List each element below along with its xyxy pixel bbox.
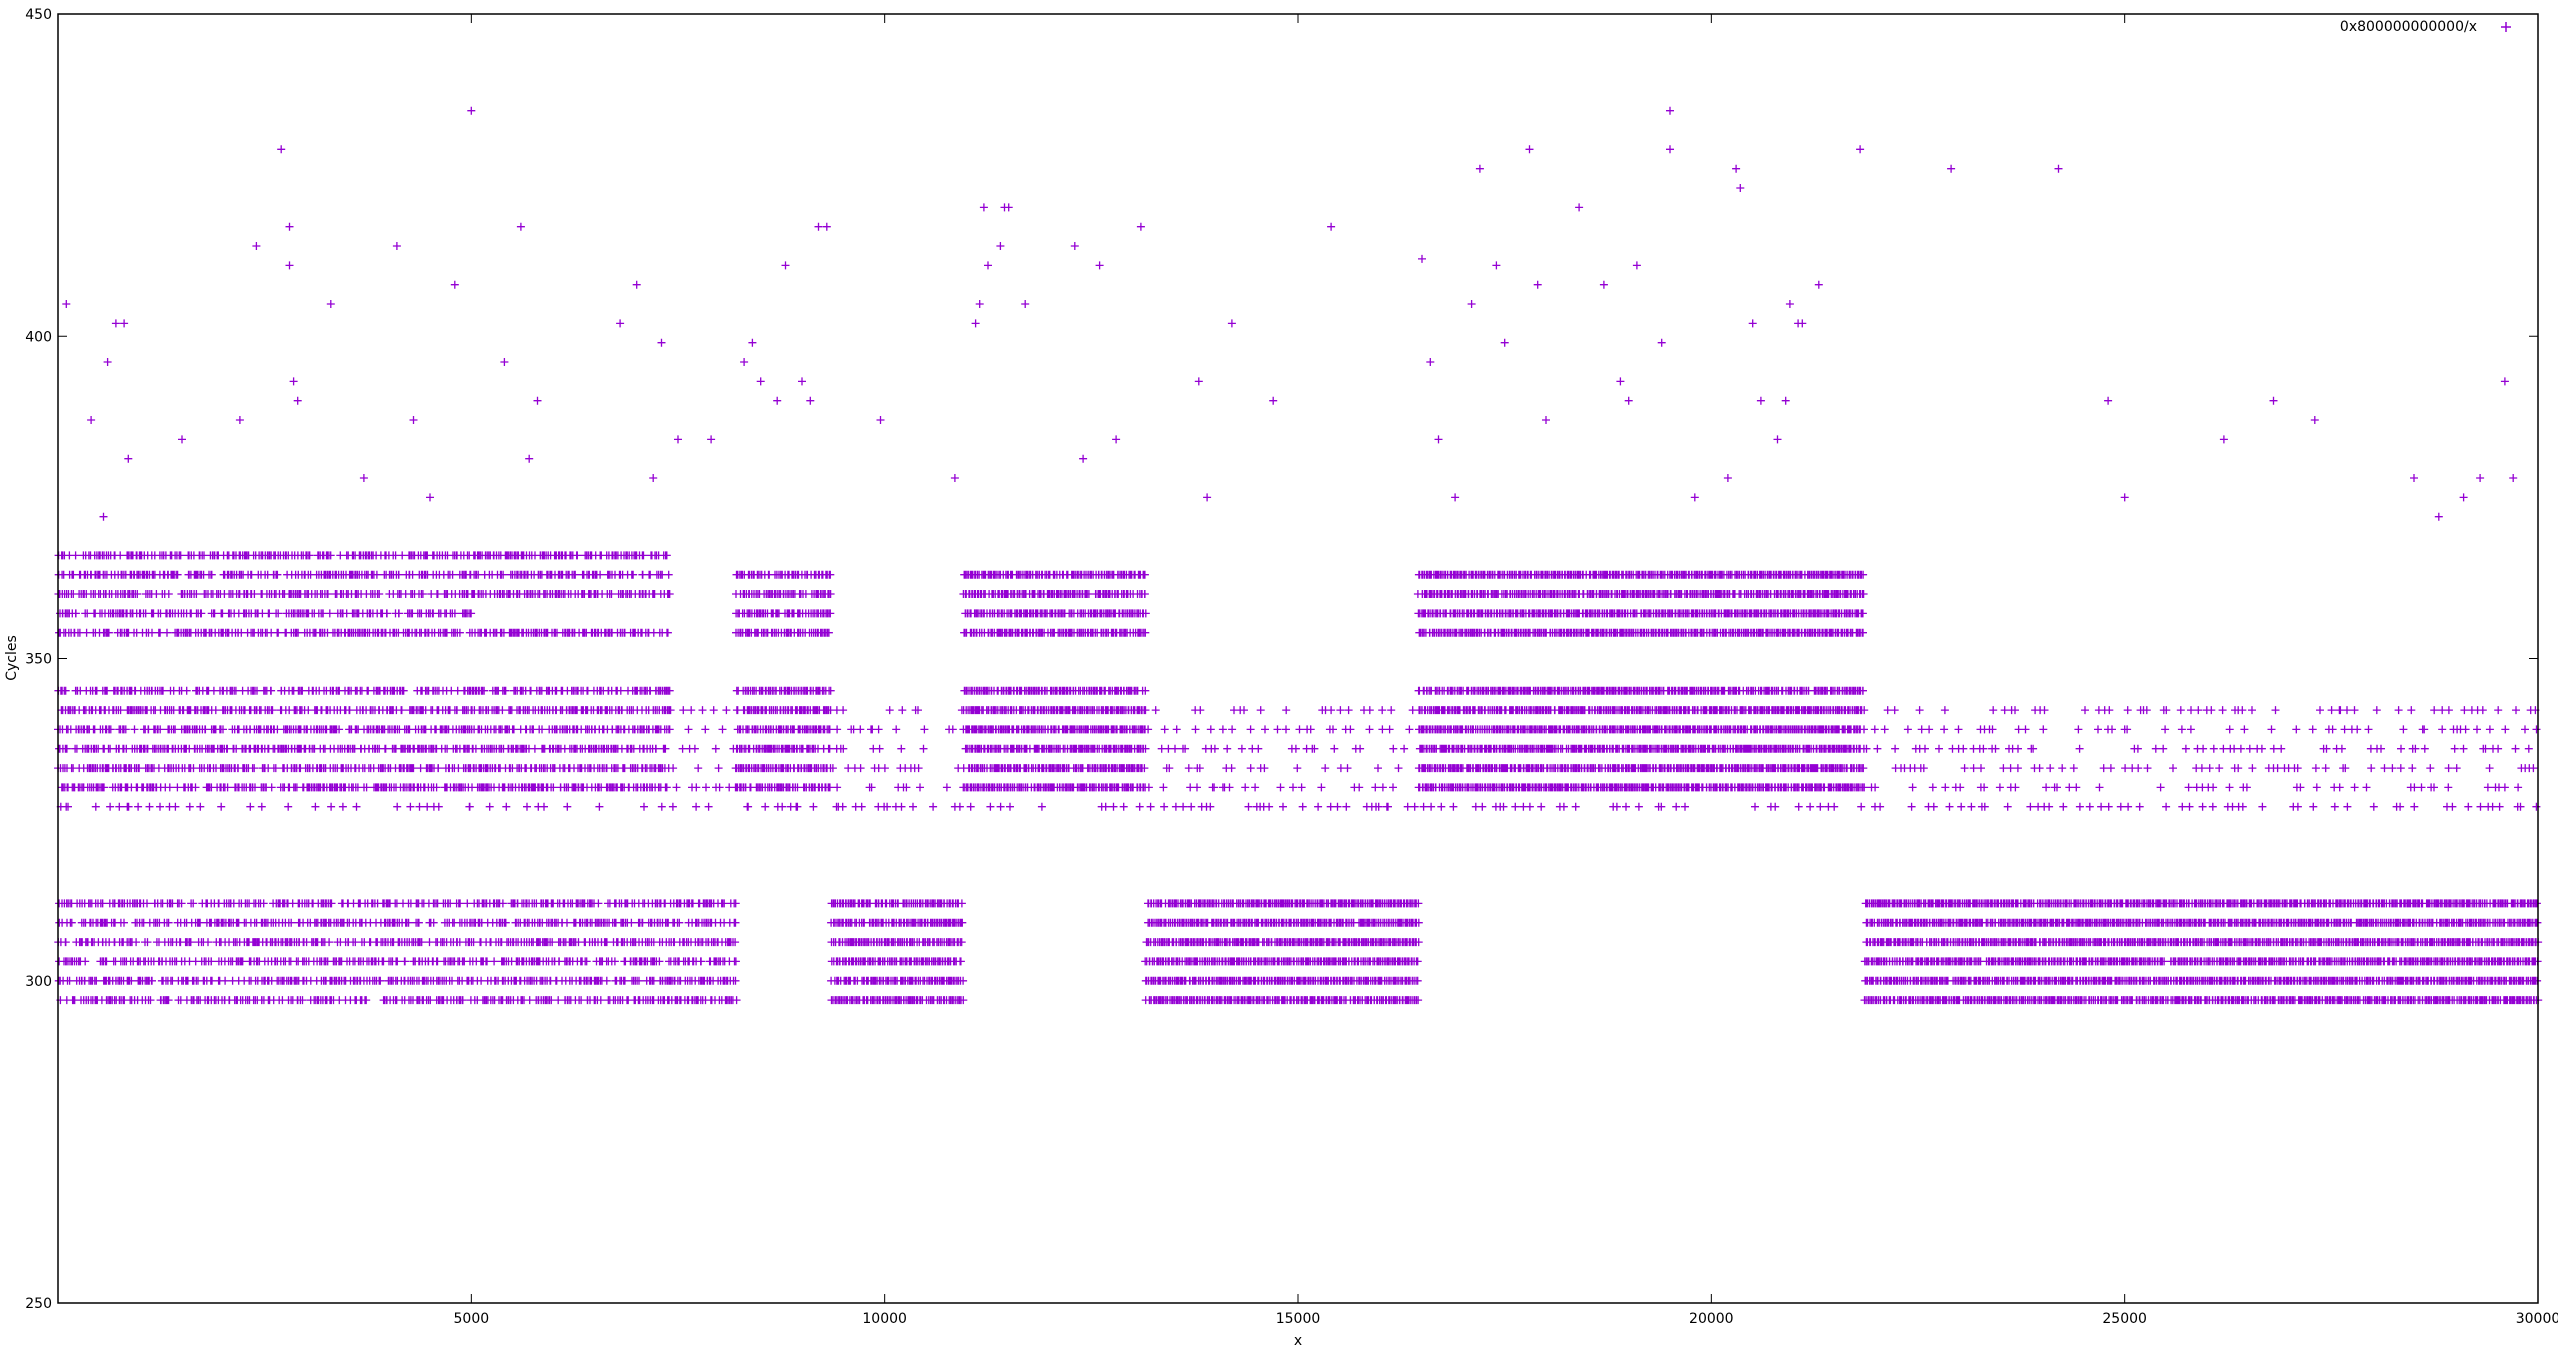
x-tick-label: 30000 bbox=[2516, 1311, 2558, 1327]
x-tick-label: 10000 bbox=[862, 1311, 907, 1327]
y-tick-label: 250 bbox=[25, 1296, 52, 1312]
legend-label: 0x800000000000/x bbox=[2340, 19, 2477, 35]
x-tick-label: 25000 bbox=[2102, 1311, 2147, 1327]
x-axis-label: x bbox=[1294, 1333, 1302, 1347]
series-points bbox=[54, 106, 2543, 1005]
legend-marker-icon bbox=[2501, 22, 2511, 32]
scatter-points bbox=[54, 106, 2543, 1005]
y-tick-label: 450 bbox=[25, 7, 52, 23]
x-tick-label: 15000 bbox=[1276, 1311, 1321, 1327]
x-tick-label: 5000 bbox=[454, 1311, 490, 1327]
plot-frame bbox=[57, 13, 2539, 1304]
y-tick-label: 400 bbox=[25, 329, 52, 345]
legend: 0x800000000000/x bbox=[2340, 19, 2511, 35]
x-tick-label: 20000 bbox=[1689, 1311, 1734, 1327]
x-axis: 5000 10000 15000 20000 25000 30000 bbox=[454, 14, 2558, 1327]
y-tick-label: 300 bbox=[25, 974, 52, 990]
y-tick-label: 350 bbox=[25, 652, 52, 668]
y-axis: 250 300 350 400 450 bbox=[25, 7, 2538, 1312]
y-axis-label: Cycles bbox=[4, 635, 20, 681]
